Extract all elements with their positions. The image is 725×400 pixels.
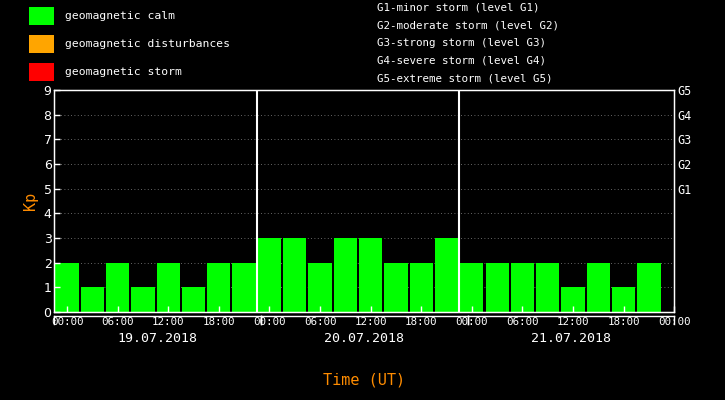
Text: geomagnetic disturbances: geomagnetic disturbances [65, 39, 231, 49]
Bar [106, 263, 129, 312]
Bar [29, 63, 54, 81]
Bar [131, 287, 154, 312]
Text: 19.07.2018: 19.07.2018 [117, 332, 198, 345]
Bar [410, 263, 433, 312]
Text: geomagnetic storm: geomagnetic storm [65, 67, 182, 77]
Y-axis label: Kp: Kp [23, 192, 38, 210]
Text: G1-minor storm (level G1): G1-minor storm (level G1) [377, 3, 539, 13]
Bar [283, 238, 307, 312]
Bar [182, 287, 205, 312]
Bar [258, 238, 281, 312]
Bar [612, 287, 635, 312]
Bar [637, 263, 660, 312]
Bar [334, 238, 357, 312]
Bar [511, 263, 534, 312]
Bar [384, 263, 407, 312]
Text: 21.07.2018: 21.07.2018 [531, 332, 611, 345]
Bar [359, 238, 382, 312]
Bar [29, 35, 54, 53]
Text: G2-moderate storm (level G2): G2-moderate storm (level G2) [377, 20, 559, 30]
Bar [157, 263, 180, 312]
Bar [561, 287, 584, 312]
Text: G3-strong storm (level G3): G3-strong storm (level G3) [377, 38, 546, 48]
Bar [29, 7, 54, 25]
Bar [587, 263, 610, 312]
Bar [536, 263, 560, 312]
Bar [55, 263, 79, 312]
Bar [233, 263, 256, 312]
Bar [80, 287, 104, 312]
Bar [308, 263, 331, 312]
Bar [435, 238, 458, 312]
Text: G4-severe storm (level G4): G4-severe storm (level G4) [377, 56, 546, 66]
Bar [486, 263, 509, 312]
Text: Time (UT): Time (UT) [323, 372, 405, 388]
Text: geomagnetic calm: geomagnetic calm [65, 11, 175, 21]
Bar [207, 263, 231, 312]
Bar [460, 263, 484, 312]
Text: G5-extreme storm (level G5): G5-extreme storm (level G5) [377, 73, 552, 83]
Text: 20.07.2018: 20.07.2018 [324, 332, 405, 345]
